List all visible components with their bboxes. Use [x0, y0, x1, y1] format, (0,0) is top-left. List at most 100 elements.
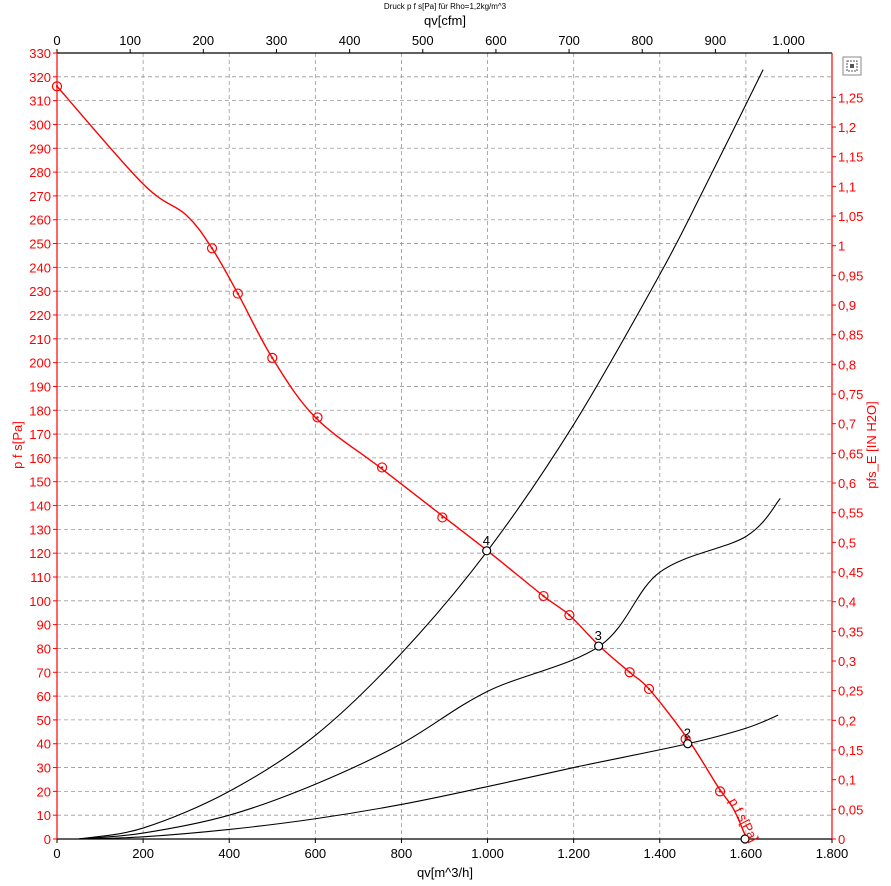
- y-tick-label: 50: [37, 713, 51, 728]
- y2-tick-label: 0,6: [838, 476, 856, 491]
- x-tick-label: 1.800: [816, 846, 849, 861]
- series-marker: [538, 590, 549, 602]
- operating-point: [594, 641, 604, 651]
- y2-tick-label: 0,1: [838, 773, 856, 788]
- y-tick-label: 100: [29, 594, 51, 609]
- zoom-icon[interactable]: [842, 56, 862, 76]
- y-tick-label: 80: [37, 641, 51, 656]
- y-tick-label: 200: [29, 356, 51, 371]
- y-tick-label: 110: [30, 570, 51, 585]
- operating-point-label: 4: [483, 533, 490, 548]
- y2-tick-label: 0,5: [838, 535, 856, 550]
- x2-tick-label: 500: [412, 33, 434, 48]
- x-tick-label: 0: [53, 846, 60, 861]
- y-tick-label: 270: [29, 189, 51, 204]
- series-marker-dot: [55, 85, 59, 88]
- series-marker-dot: [210, 247, 214, 250]
- y2-tick-label: 1,2: [838, 120, 856, 135]
- y-tick-label: 300: [29, 117, 51, 132]
- y2-tick-label: 0,95: [838, 268, 863, 283]
- x2-tick-label: 0: [53, 33, 60, 48]
- y2-tick-label: 0,15: [838, 743, 863, 758]
- series-marker: [624, 667, 635, 678]
- y2-tick-label: 0,9: [838, 298, 856, 313]
- y2-tick-label: 0,65: [838, 446, 863, 461]
- y2-axis-label: pfs_E [IN H2O]: [864, 401, 879, 488]
- series-marker: [206, 243, 218, 254]
- series-marker-dot: [271, 356, 274, 360]
- y2-tick-label: 1: [838, 239, 845, 254]
- y2-tick-label: 1,15: [838, 150, 863, 165]
- series-line-2: [78, 498, 781, 840]
- series-marker-dot: [718, 790, 722, 793]
- y2-tick-label: 0,85: [838, 328, 863, 343]
- series-marker: [437, 512, 448, 523]
- x-axis-label: qv[m^3/h]: [417, 865, 473, 880]
- y-tick-label: 220: [29, 308, 51, 323]
- x-tick-label: 800: [391, 846, 413, 861]
- x2-tick-label: 100: [119, 33, 141, 48]
- x-tick-label: 1.400: [644, 846, 677, 861]
- x2-tick-label: 200: [192, 33, 214, 48]
- axes: [53, 49, 836, 843]
- y2-tick-label: 0,35: [838, 624, 863, 639]
- y-tick-label: 280: [29, 165, 51, 180]
- y-tick-label: 20: [37, 784, 51, 799]
- chart-title: Druck p f s[Pa] für Rho=1,2kg/m^3: [384, 2, 507, 11]
- y-tick-label: 290: [29, 141, 51, 156]
- x2-tick-label: 900: [705, 33, 727, 48]
- y-tick-label: 240: [29, 260, 51, 275]
- x2-tick-label: 300: [266, 33, 288, 48]
- series-marker-dot: [380, 466, 384, 469]
- series-marker-dot: [441, 516, 444, 519]
- y2-tick-label: 0,05: [838, 802, 863, 817]
- operating-point-label: 2: [684, 726, 691, 741]
- x2-axis-label: qv[cfm]: [424, 13, 466, 28]
- y2-tick-label: 1,05: [838, 209, 863, 224]
- x2-tick-label: 600: [485, 33, 507, 48]
- y-tick-label: 180: [29, 403, 51, 418]
- operating-point: [683, 739, 693, 749]
- series-line-0: [56, 85, 748, 840]
- series-line-3: [78, 714, 779, 840]
- series-marker: [267, 352, 278, 363]
- y2-tick-label: 0,7: [838, 417, 856, 432]
- series-marker-dot: [647, 687, 651, 691]
- y-tick-label: 160: [29, 451, 51, 466]
- x2-tick-label: 1.000: [772, 33, 805, 48]
- y2-tick-label: 1,25: [838, 90, 863, 105]
- y2-tick-label: 1,1: [838, 179, 856, 194]
- x-tick-label: 1.600: [730, 846, 763, 861]
- y2-tick-label: 0,8: [838, 357, 856, 372]
- operating-point: [482, 546, 492, 556]
- y-tick-label: 140: [29, 499, 51, 514]
- operating-point-label: 3: [595, 628, 602, 643]
- series-marker: [376, 462, 388, 473]
- series-layer: [51, 69, 781, 840]
- y-tick-label: 70: [37, 665, 51, 680]
- y-tick-label: 330: [29, 46, 51, 61]
- y2-tick-label: 0: [838, 832, 845, 847]
- y-tick-label: 90: [37, 618, 51, 633]
- series-marker-dot: [628, 671, 631, 674]
- series-marker: [51, 81, 63, 92]
- y-tick-label: 210: [29, 332, 51, 347]
- series-marker: [312, 412, 323, 423]
- series-marker-dot: [542, 594, 545, 598]
- operating-point: [740, 834, 750, 844]
- y2-tick-label: 0,55: [838, 506, 863, 521]
- x2-tick-label: 800: [631, 33, 653, 48]
- series-line-1: [78, 69, 764, 840]
- series-marker: [714, 786, 726, 797]
- y-tick-label: 60: [37, 689, 51, 704]
- x-tick-label: 1.200: [557, 846, 590, 861]
- series-marker-dot: [568, 613, 571, 617]
- y2-tick-label: 0,45: [838, 565, 863, 580]
- y-tick-label: 310: [29, 94, 51, 109]
- x2-tick-label: 700: [558, 33, 580, 48]
- y-tick-label: 30: [37, 761, 51, 776]
- y-tick-label: 250: [29, 237, 51, 252]
- y-tick-label: 230: [29, 284, 51, 299]
- series-marker: [564, 610, 575, 621]
